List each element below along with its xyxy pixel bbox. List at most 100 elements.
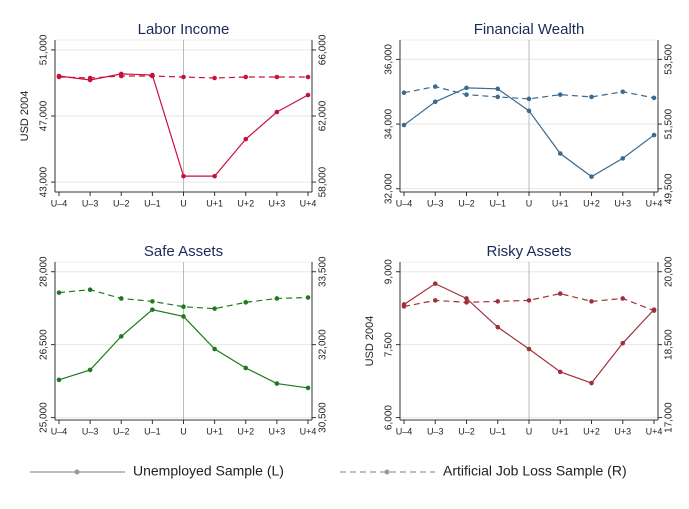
data-point (526, 108, 532, 114)
y2-tick-label: 62,000 (318, 100, 329, 131)
x-tick-label: U–4 (396, 198, 413, 208)
y-tick-label: 7,500 (384, 332, 395, 357)
chart-title: Labor Income (138, 21, 230, 38)
data-point (432, 298, 438, 303)
data-point (526, 96, 532, 102)
y-axis-label: USD 2004 (364, 316, 376, 367)
y-tick-label: 51,000 (39, 34, 50, 65)
data-point (495, 94, 501, 100)
x-tick-label: U–2 (113, 198, 130, 208)
legend-label: Artificial Job Loss Sample (R) (443, 463, 627, 479)
data-point (589, 299, 594, 304)
x-tick-label: U+1 (552, 426, 569, 436)
y2-tick-label: 51,500 (664, 108, 675, 139)
data-point (274, 109, 280, 115)
data-point (118, 73, 124, 79)
data-point (432, 99, 438, 105)
data-point (181, 314, 186, 319)
y-tick-label: 36,000 (384, 44, 395, 75)
data-point (150, 73, 155, 79)
data-point (212, 306, 217, 311)
data-point (464, 296, 469, 301)
data-point (243, 365, 249, 371)
data-point (620, 89, 626, 95)
y2-tick-label: 53,500 (664, 44, 675, 75)
x-tick-label: U+1 (206, 426, 223, 436)
x-tick-label: U–2 (458, 426, 475, 436)
x-tick-label: U–1 (144, 426, 161, 436)
data-point (212, 173, 217, 179)
x-tick-label: U–1 (489, 426, 506, 436)
data-point (305, 92, 311, 98)
data-point (651, 95, 657, 101)
x-tick-label: U–3 (82, 198, 99, 208)
x-tick-label: U+2 (237, 426, 254, 436)
data-point (243, 300, 249, 305)
data-point (118, 334, 124, 339)
data-point (495, 86, 501, 92)
x-tick-label: U (526, 426, 533, 436)
y2-tick-label: 33,500 (318, 256, 329, 287)
x-tick-label: U+3 (614, 198, 631, 208)
y-tick-label: 6,000 (384, 405, 395, 430)
x-tick-label: U–3 (427, 426, 444, 436)
data-point (181, 304, 186, 310)
y-tick-label: 34,000 (384, 108, 395, 139)
x-tick-label: U–1 (144, 198, 161, 208)
x-tick-label: U+1 (206, 198, 223, 208)
data-point (557, 291, 563, 296)
x-tick-label: U–4 (51, 426, 68, 436)
chart-title: Safe Assets (144, 243, 223, 260)
y2-tick-label: 49,500 (664, 173, 675, 204)
x-tick-label: U+1 (552, 198, 569, 208)
data-point (87, 367, 93, 373)
y2-tick-label: 30,500 (318, 402, 329, 433)
data-point (243, 136, 249, 142)
legend-marker (384, 469, 390, 475)
data-point (620, 340, 626, 346)
series-line (403, 85, 655, 100)
x-tick-label: U+3 (268, 198, 285, 208)
x-tick-label: U–1 (489, 198, 506, 208)
data-point (274, 296, 280, 301)
data-point (557, 369, 563, 375)
data-point (118, 296, 124, 301)
data-point (620, 296, 626, 301)
x-tick-label: U+4 (300, 426, 317, 436)
y-axis-label: USD 2004 (19, 91, 31, 142)
x-tick-label: U+3 (614, 426, 631, 436)
data-point (87, 287, 93, 293)
x-tick-label: U–2 (113, 426, 130, 436)
x-tick-label: U+2 (237, 198, 254, 208)
series-line (58, 289, 309, 310)
y-tick-label: 26,500 (39, 329, 50, 360)
y2-tick-label: 20,000 (664, 256, 675, 287)
data-point (181, 74, 186, 80)
data-point (56, 74, 62, 80)
x-tick-label: U+2 (583, 426, 600, 436)
x-tick-label: U–3 (427, 198, 444, 208)
data-point (401, 90, 407, 96)
x-tick-label: U–4 (51, 198, 68, 208)
data-point (651, 132, 657, 138)
data-point (589, 174, 594, 179)
data-point (432, 281, 438, 286)
data-point (305, 385, 311, 391)
legend-label: Unemployed Sample (L) (133, 463, 284, 479)
y-tick-label: 43,000 (39, 166, 50, 197)
x-tick-label: U (526, 198, 533, 208)
data-point (181, 173, 186, 179)
x-tick-label: U–3 (82, 426, 99, 436)
data-point (526, 298, 532, 303)
chart-title: Risky Assets (486, 243, 571, 260)
x-tick-label: U (180, 198, 187, 208)
x-tick-label: U+4 (646, 426, 663, 436)
data-point (150, 299, 155, 304)
data-point (274, 74, 280, 80)
y2-tick-label: 18,500 (664, 329, 675, 360)
data-point (401, 122, 407, 128)
data-point (557, 92, 563, 97)
data-point (495, 324, 501, 330)
data-point (274, 381, 280, 386)
